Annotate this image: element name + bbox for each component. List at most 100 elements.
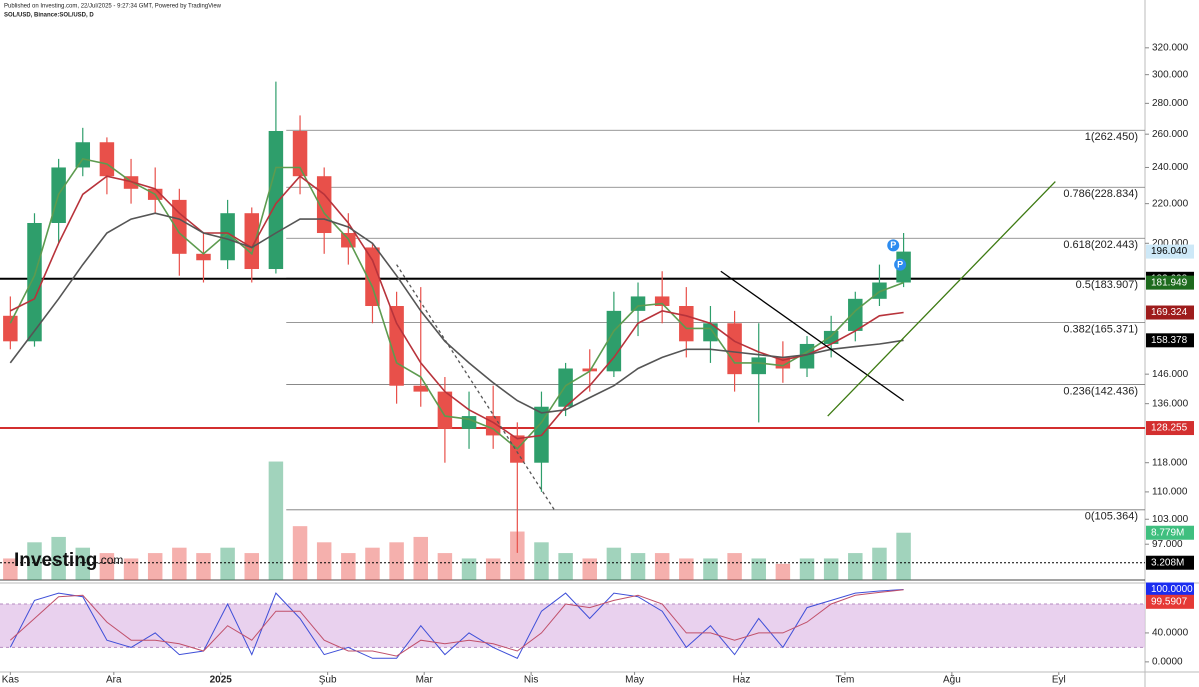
oscillator-band	[0, 603, 1145, 648]
price-tag	[1146, 244, 1194, 259]
volume-bar	[775, 563, 791, 580]
y-tick-label: 260.000	[1152, 129, 1189, 140]
chart-title: Published on Investing.com, 22/Jul/2025 …	[4, 4, 222, 10]
x-tick-label: Tem	[836, 675, 855, 686]
volume-tag	[1146, 525, 1194, 540]
volume-bar	[848, 553, 863, 580]
volume-bar	[630, 553, 646, 580]
trend-line	[720, 270, 904, 402]
volume-bar	[196, 553, 211, 580]
volume-bar	[534, 542, 549, 580]
x-tick-label: Ara	[106, 675, 122, 686]
volume-bar	[461, 558, 477, 580]
y-tick-label: 110.000	[1152, 487, 1188, 498]
volume-tag-label: 3.208M	[1151, 557, 1184, 568]
y-tick-label: 240.000	[1152, 162, 1189, 173]
logo-suffix: .com	[97, 553, 123, 567]
volume-bar	[389, 542, 404, 580]
x-tick-label: Kas	[2, 675, 19, 686]
x-tick-label: 2025	[210, 675, 233, 686]
volume-bar	[27, 542, 42, 580]
volume-bar	[75, 547, 91, 580]
candle-body	[775, 357, 791, 369]
candle-body	[823, 330, 839, 344]
volume-bar	[799, 558, 815, 580]
y-tick-label: 220.000	[1152, 198, 1189, 209]
price-tag	[1146, 305, 1194, 320]
y-tick-label: 97.000	[1152, 539, 1183, 550]
candle-body	[727, 323, 742, 375]
candle-body	[437, 391, 453, 429]
volume-bar	[654, 553, 670, 580]
y-tick-label: 300.000	[1152, 69, 1189, 80]
volume-bar	[510, 531, 525, 580]
y-tick-label: 118.000	[1152, 457, 1188, 468]
price-tag	[1146, 333, 1194, 348]
candle-body	[220, 213, 235, 261]
price-tag	[1146, 275, 1194, 290]
volume-bar	[606, 547, 622, 580]
y-tick-label: 103.000	[1152, 514, 1189, 525]
marker-label: P	[890, 240, 896, 250]
oscillator-tag	[1146, 582, 1194, 597]
chart-subtitle: SOL/USD, Binance:SOL/USD, D	[4, 13, 94, 19]
candle-body	[99, 142, 115, 177]
x-tick-label: May	[625, 675, 644, 686]
logo-text: Investing	[14, 550, 97, 571]
volume-bar	[703, 558, 718, 580]
volume-bar	[823, 558, 839, 580]
trend-line	[396, 264, 556, 512]
x-tick-label: Haz	[733, 675, 751, 686]
fib-label: 0.786(228.834)	[1063, 188, 1138, 200]
candle-body	[244, 213, 260, 270]
volume-bar	[292, 526, 308, 580]
candle-body	[268, 130, 284, 270]
volume-bar	[582, 558, 597, 580]
candle-body	[27, 222, 42, 342]
candle-body	[703, 323, 718, 342]
fib-label: 0.618(202.443)	[1063, 239, 1138, 251]
x-tick-label: Eyl	[1052, 675, 1066, 686]
volume-bar	[485, 558, 501, 580]
volume-bar	[220, 547, 235, 580]
oscillator-tag-label: 100.0000	[1151, 584, 1193, 595]
candle-body	[751, 357, 766, 375]
candle-body	[75, 142, 91, 168]
oscillator-tag	[1146, 594, 1194, 609]
candle-body	[606, 310, 622, 372]
oscillator-line	[9, 589, 904, 659]
moving-average	[9, 212, 904, 414]
volume-bar	[679, 558, 694, 580]
volume-bar	[558, 553, 573, 580]
moving-average	[9, 158, 904, 450]
volume-tag	[1146, 555, 1194, 570]
volume-bar	[172, 547, 187, 580]
y-tick-label: 200.000	[1152, 238, 1189, 249]
candle-body	[413, 385, 428, 392]
trend-line	[827, 181, 1056, 417]
fib-label: 1(262.450)	[1085, 131, 1138, 143]
volume-bar	[99, 553, 115, 580]
candle-body	[365, 247, 380, 307]
candle-body	[172, 199, 187, 254]
volume-bar	[751, 558, 766, 580]
candle-body	[3, 315, 18, 342]
x-tick-label: Mar	[416, 675, 434, 686]
fib-label: 0.236(142.436)	[1063, 385, 1138, 397]
x-tick-label: Nis	[524, 675, 538, 686]
candle-body	[630, 296, 646, 311]
volume-bar	[244, 553, 260, 580]
candle-body	[848, 298, 863, 331]
oscillator-line	[9, 589, 904, 657]
volume-bar	[413, 536, 428, 580]
y-tick-label: 280.000	[1152, 98, 1189, 109]
volume-bar	[341, 553, 356, 580]
candle-body	[558, 368, 573, 407]
marker-label: P	[897, 259, 903, 269]
volume-bar	[437, 553, 453, 580]
volume-bar	[268, 461, 284, 580]
volume-bar	[316, 542, 332, 580]
candle-body	[292, 130, 308, 177]
